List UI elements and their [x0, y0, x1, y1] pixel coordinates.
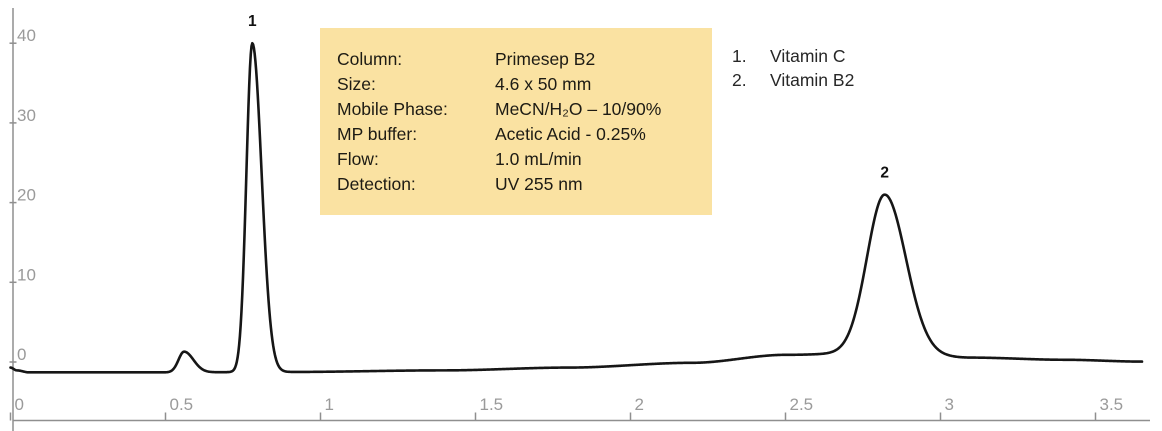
legend-name: Vitamin C: [770, 46, 846, 66]
x-tick-label: 3.5: [1100, 395, 1124, 414]
info-row-detection: Detection: UV 255 nm: [337, 172, 702, 197]
info-value: 4.6 x 50 mm: [495, 74, 592, 94]
info-row-size: Size: 4.6 x 50 mm: [337, 72, 702, 97]
y-tick-label: 20: [17, 186, 36, 205]
info-row-flow: Flow: 1.0 mL/min: [337, 147, 702, 172]
info-row-mobile-phase: Mobile Phase: MeCN/H₂O – 10/90%: [337, 97, 702, 122]
y-tick-label: 40: [17, 26, 36, 45]
y-tick-label: 10: [17, 265, 36, 284]
info-label: Column:: [337, 49, 403, 69]
info-value: Primesep B2: [495, 49, 596, 69]
info-row-column: Column: Primesep B2: [337, 47, 702, 72]
method-info-box: Column: Primesep B2 Size: 4.6 x 50 mm Mo…: [320, 28, 712, 215]
info-value: MeCN/H₂O – 10/90%: [495, 99, 662, 119]
legend-item-vitamin-b2: 2. Vitamin B2: [732, 68, 854, 92]
x-tick-label: 2.5: [790, 395, 814, 414]
x-tick-label: 3: [945, 395, 954, 414]
info-label: Flow:: [337, 149, 379, 169]
legend-name: Vitamin B2: [770, 70, 855, 90]
info-label: MP buffer:: [337, 124, 418, 144]
peak-legend: 1. Vitamin C 2. Vitamin B2: [732, 44, 854, 92]
info-value: UV 255 nm: [495, 174, 583, 194]
legend-item-vitamin-c: 1. Vitamin C: [732, 44, 854, 68]
legend-number: 2.: [732, 70, 747, 90]
info-value: 1.0 mL/min: [495, 149, 582, 169]
x-tick-label: 2: [635, 395, 644, 414]
info-label: Detection:: [337, 174, 416, 194]
info-label: Mobile Phase:: [337, 99, 448, 119]
info-value: Acetic Acid - 0.25%: [495, 124, 646, 144]
y-tick-label: 0: [17, 345, 26, 364]
y-tick-label: 30: [17, 106, 36, 125]
peak-label-1: 1: [248, 13, 257, 30]
legend-number: 1.: [732, 46, 747, 66]
x-tick-label: 1.5: [480, 395, 504, 414]
chromatogram-trace: [9, 41, 1144, 374]
x-tick-label: 0: [15, 395, 24, 414]
peak-label-2: 2: [880, 165, 889, 182]
x-tick-label: 1: [325, 395, 334, 414]
info-row-mp-buffer: MP buffer: Acetic Acid - 0.25%: [337, 122, 702, 147]
info-label: Size:: [337, 74, 376, 94]
x-tick-label: 0.5: [170, 395, 194, 414]
